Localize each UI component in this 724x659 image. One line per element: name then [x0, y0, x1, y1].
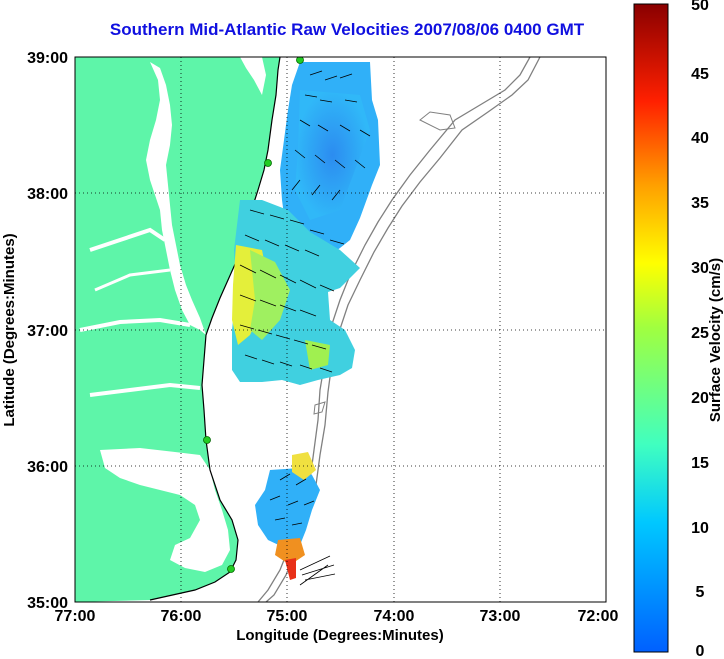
y-tick-label: 38:00	[27, 186, 68, 203]
map-title: Southern Mid-Atlantic Raw Velocities 200…	[109, 20, 585, 39]
y-tick-label: 36:00	[27, 459, 68, 476]
colorbar	[633, 3, 669, 653]
x-axis-label: Longitude (Degrees:Minutes)	[236, 627, 444, 644]
velocity-arrows	[239, 70, 371, 586]
colorbar-tick-label: 0	[696, 643, 705, 659]
pamlico-sound	[100, 448, 230, 572]
bathymetry-contour	[313, 401, 326, 415]
delaware-bay	[240, 57, 266, 95]
bathymetry-contour	[419, 111, 456, 131]
chesapeake-bay	[146, 62, 206, 335]
velocity-green	[250, 250, 290, 340]
velocity-field-central	[232, 200, 360, 385]
colorbar-label: Surface Velocity (cm/s)	[707, 258, 724, 422]
y-tick-label: 35:00	[27, 595, 68, 612]
river-rappahannock	[94, 268, 171, 292]
coastline	[149, 57, 281, 601]
x-tick-label: 75:00	[267, 608, 308, 625]
colorbar-tick-label: 25	[691, 325, 709, 342]
river-james	[79, 317, 191, 332]
colorbar-tick-label: 30	[691, 260, 709, 277]
x-axis-ticks: 77:00 76:00 75:00 74:00 73:00 72:00	[55, 608, 619, 625]
plot-frame	[74, 56, 607, 603]
colorbar-tick-label: 40	[691, 130, 709, 147]
grid-lines	[75, 57, 606, 602]
x-tick-label: 73:00	[480, 608, 521, 625]
river-potomac	[89, 227, 167, 252]
y-axis-label: Latitude (Degrees:Minutes)	[1, 233, 18, 426]
colorbar-tick-label: 50	[691, 0, 709, 14]
y-tick-label: 37:00	[27, 323, 68, 340]
velocity-green	[305, 340, 330, 370]
velocity-orange	[275, 538, 305, 565]
station-marker	[296, 57, 304, 64]
x-tick-label: 72:00	[578, 608, 619, 625]
colorbar-tick-label: 20	[691, 390, 709, 407]
velocity-red	[285, 558, 296, 580]
colorbar-tick-label: 10	[691, 520, 709, 537]
y-axis-ticks: 39:00 38:00 37:00 36:00 35:00	[27, 50, 68, 612]
station-marker	[203, 436, 211, 444]
map-plot-area	[75, 57, 606, 602]
colorbar-tick-label: 45	[691, 66, 709, 83]
x-tick-label: 76:00	[161, 608, 202, 625]
x-tick-label: 74:00	[374, 608, 415, 625]
station-marker	[264, 159, 272, 167]
colorbar-tick-label: 5	[696, 584, 705, 601]
colorbar-tick-label: 35	[691, 195, 709, 212]
velocity-field-south	[255, 468, 320, 548]
colorbar-ticks: 50 45 40 35 30 25 20 15 10 5 0	[691, 0, 709, 659]
x-tick-label: 77:00	[55, 608, 96, 625]
y-tick-label: 39:00	[27, 50, 68, 67]
station-marker	[227, 565, 235, 573]
colorbar-tick-label: 15	[691, 455, 709, 472]
velocity-core	[295, 90, 370, 220]
river-albemarle	[89, 382, 201, 397]
